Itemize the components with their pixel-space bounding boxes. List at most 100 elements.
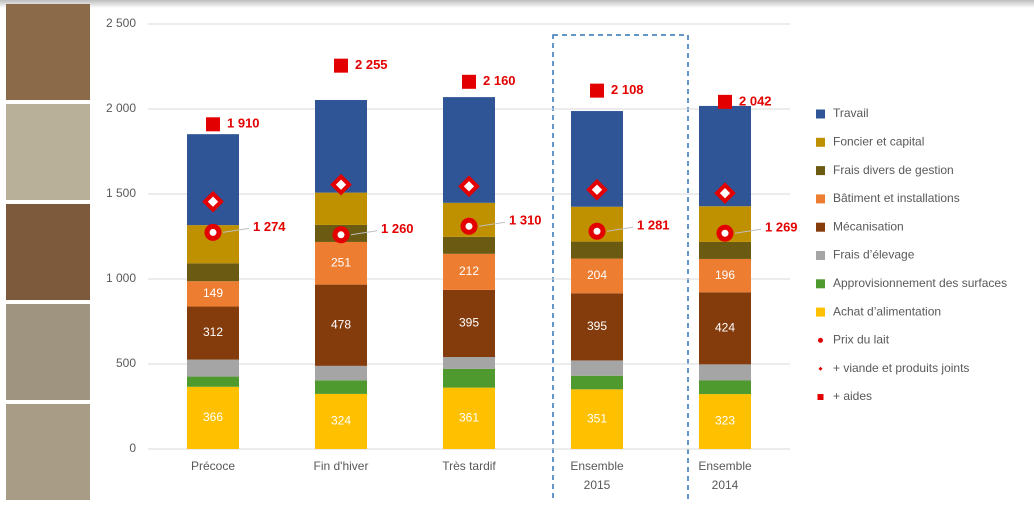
data-label: 196 — [715, 268, 735, 282]
bar-segment — [443, 289, 495, 358]
y-tick-label: 1 500 — [106, 186, 136, 200]
legend-label: + aides — [833, 389, 872, 403]
bar-segment — [571, 360, 623, 376]
data-label: 361 — [459, 410, 479, 424]
legend-swatch — [816, 279, 825, 289]
legend-swatch — [818, 366, 823, 371]
aid-marker — [206, 117, 220, 132]
bar-segment — [187, 263, 239, 282]
meat-marker — [586, 178, 608, 201]
data-label: 395 — [459, 316, 479, 330]
legend-label: Travail — [833, 106, 869, 120]
data-label: 204 — [587, 268, 607, 282]
bar-segment — [187, 376, 239, 387]
marker-label: 2 255 — [355, 57, 388, 72]
data-label: 324 — [331, 414, 351, 428]
bar-segment — [699, 258, 751, 293]
x-tick-label: Ensemble 2015 — [570, 459, 624, 492]
marker-label: 1 910 — [227, 116, 260, 131]
legend-label: Bâtiment et installations — [833, 191, 960, 205]
legend-label: Achat d’alimentation — [833, 304, 941, 318]
legend-label: Approvisionnement des surfaces — [833, 276, 1007, 290]
marker-label: 1 274 — [253, 219, 286, 234]
leader-line — [478, 221, 506, 227]
bar-segment — [443, 387, 495, 449]
bar-segment — [699, 292, 751, 365]
plot: Précoce Fin d'hiver Très tardif Ensemble 201… — [187, 57, 798, 492]
milk-price-marker — [204, 223, 222, 241]
bar-segment — [443, 357, 495, 369]
milk-price-marker — [460, 217, 478, 235]
data-label: 351 — [587, 411, 607, 425]
bar-segment — [315, 393, 367, 449]
leader-line — [606, 226, 634, 232]
photo-flock — [6, 304, 90, 400]
x-tick-label: Ensemble 2014 — [698, 459, 752, 492]
x-tick-label: Très tardif — [442, 459, 496, 473]
legend: Travail Foncier et capital Frais divers de… — [816, 106, 1007, 403]
bar-segment — [187, 359, 239, 377]
legend-swatch — [816, 307, 825, 317]
bar-segment — [315, 284, 367, 366]
meat-marker — [330, 173, 352, 196]
photo-goat — [6, 404, 90, 500]
data-label: 323 — [715, 414, 735, 428]
data-label: 478 — [331, 317, 351, 331]
bar-segment — [315, 380, 367, 394]
aid-marker — [462, 74, 476, 89]
marker-label: 1 310 — [509, 213, 542, 228]
bar-segment — [443, 236, 495, 254]
bar-segment — [443, 253, 495, 290]
marker-label: 1 260 — [381, 221, 414, 236]
data-label: 366 — [203, 410, 223, 424]
bar-segment — [443, 368, 495, 388]
y-tick-label: 0 — [129, 441, 136, 455]
data-label: 212 — [459, 264, 479, 278]
bar-segment — [699, 241, 751, 259]
bar-segment — [699, 364, 751, 381]
legend-label: Foncier et capital — [833, 134, 924, 148]
data-label: 395 — [587, 319, 607, 333]
y-tick-label: 2 500 — [106, 16, 136, 30]
legend-swatch — [816, 166, 825, 176]
bar-segment — [699, 380, 751, 395]
bar-segment — [187, 281, 239, 307]
leader-line — [734, 228, 762, 234]
legend-label: + viande et produits joints — [833, 361, 969, 375]
milk-price-marker — [716, 224, 734, 242]
photo-cow — [6, 4, 90, 100]
x-tick-label: Précoce — [191, 459, 235, 473]
bar-segment — [571, 389, 623, 449]
data-label: 251 — [331, 255, 351, 269]
legend-swatch — [816, 194, 825, 204]
bar-segment — [699, 394, 751, 449]
bar-segment — [571, 375, 623, 390]
bar-segment — [315, 192, 367, 225]
top-band — [0, 0, 1034, 8]
legend-swatch — [816, 137, 825, 147]
bar-segment — [187, 386, 239, 449]
legend-swatch — [817, 394, 824, 400]
x-tick-label: Fin d'hiver — [314, 459, 369, 473]
bar-segment — [571, 293, 623, 361]
marker-label: 1 281 — [637, 218, 670, 233]
y-tick-label: 2 000 — [106, 101, 136, 115]
meat-marker — [202, 190, 224, 213]
aid-marker — [718, 94, 732, 109]
data-label: 424 — [715, 320, 735, 334]
y-tick-label: 500 — [116, 356, 136, 370]
y-tick-label: 1 000 — [106, 271, 136, 285]
legend-label: Mécanisation — [833, 219, 904, 233]
photo-sheep — [6, 104, 90, 200]
meat-marker — [458, 175, 480, 198]
legend-label: Frais d’élevage — [833, 248, 915, 262]
photo-strip — [6, 4, 90, 500]
meat-marker — [714, 182, 736, 204]
marker-label: 2 042 — [739, 93, 772, 108]
bar-segment — [571, 258, 623, 294]
legend-label: Frais divers de gestion — [833, 163, 954, 177]
legend-label: Prix du lait — [833, 333, 890, 347]
data-label: 149 — [203, 286, 223, 300]
